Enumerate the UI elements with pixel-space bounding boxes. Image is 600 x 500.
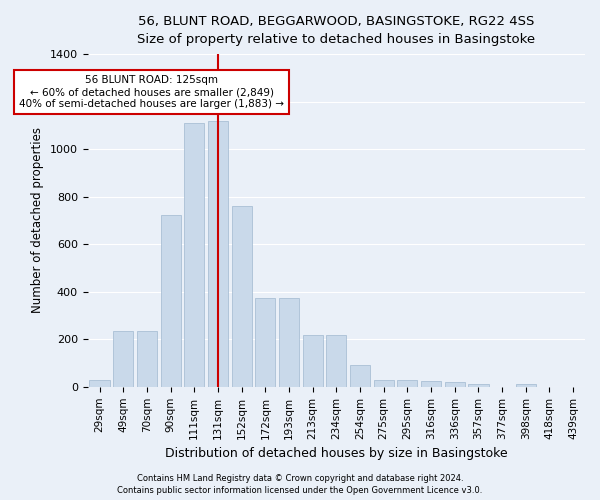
Bar (350, 366, 370, 387)
Bar (279, 298, 299, 387)
Bar (208, 120, 228, 387)
Bar (445, 382, 465, 387)
Bar (232, 206, 252, 387)
Bar (374, 380, 394, 387)
Text: 56 BLUNT ROAD: 125sqm
← 60% of detached houses are smaller (2,849)
40% of semi-d: 56 BLUNT ROAD: 125sqm ← 60% of detached … (19, 76, 284, 108)
Bar (113, 331, 133, 387)
Bar (161, 214, 181, 387)
Bar (516, 384, 536, 387)
Bar (137, 331, 157, 387)
Bar (326, 334, 346, 387)
Bar (469, 384, 488, 387)
Bar (184, 123, 205, 387)
X-axis label: Distribution of detached houses by size in Basingstoke: Distribution of detached houses by size … (165, 447, 508, 460)
Title: 56, BLUNT ROAD, BEGGARWOOD, BASINGSTOKE, RG22 4SS
Size of property relative to d: 56, BLUNT ROAD, BEGGARWOOD, BASINGSTOKE,… (137, 15, 535, 46)
Bar (255, 298, 275, 387)
Bar (302, 334, 323, 387)
Text: Contains HM Land Registry data © Crown copyright and database right 2024.
Contai: Contains HM Land Registry data © Crown c… (118, 474, 482, 495)
Bar (89, 380, 110, 387)
Bar (397, 380, 418, 387)
Y-axis label: Number of detached properties: Number of detached properties (31, 128, 44, 314)
Bar (421, 381, 441, 387)
